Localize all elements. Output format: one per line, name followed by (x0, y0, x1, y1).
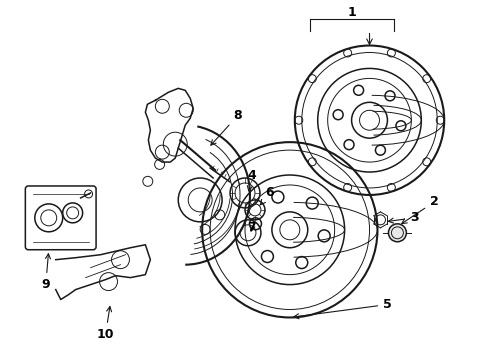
Text: 8: 8 (211, 109, 243, 145)
Circle shape (344, 140, 354, 150)
Circle shape (396, 121, 406, 131)
Text: 6: 6 (261, 186, 274, 205)
Text: 10: 10 (97, 306, 114, 341)
Circle shape (306, 197, 318, 209)
Text: 3: 3 (389, 211, 418, 224)
Circle shape (385, 91, 395, 101)
Text: 9: 9 (42, 254, 50, 291)
Circle shape (272, 191, 284, 203)
Circle shape (389, 224, 406, 242)
Circle shape (318, 230, 330, 242)
Text: 4: 4 (247, 168, 256, 191)
Circle shape (296, 257, 308, 269)
Text: 1: 1 (348, 6, 356, 19)
Circle shape (249, 218, 262, 230)
Circle shape (262, 251, 273, 262)
Text: 5: 5 (294, 298, 392, 319)
Text: 2: 2 (402, 195, 439, 224)
Text: 7: 7 (247, 221, 256, 234)
FancyBboxPatch shape (25, 186, 96, 250)
Circle shape (354, 85, 364, 95)
Circle shape (333, 110, 343, 120)
Circle shape (375, 145, 386, 155)
